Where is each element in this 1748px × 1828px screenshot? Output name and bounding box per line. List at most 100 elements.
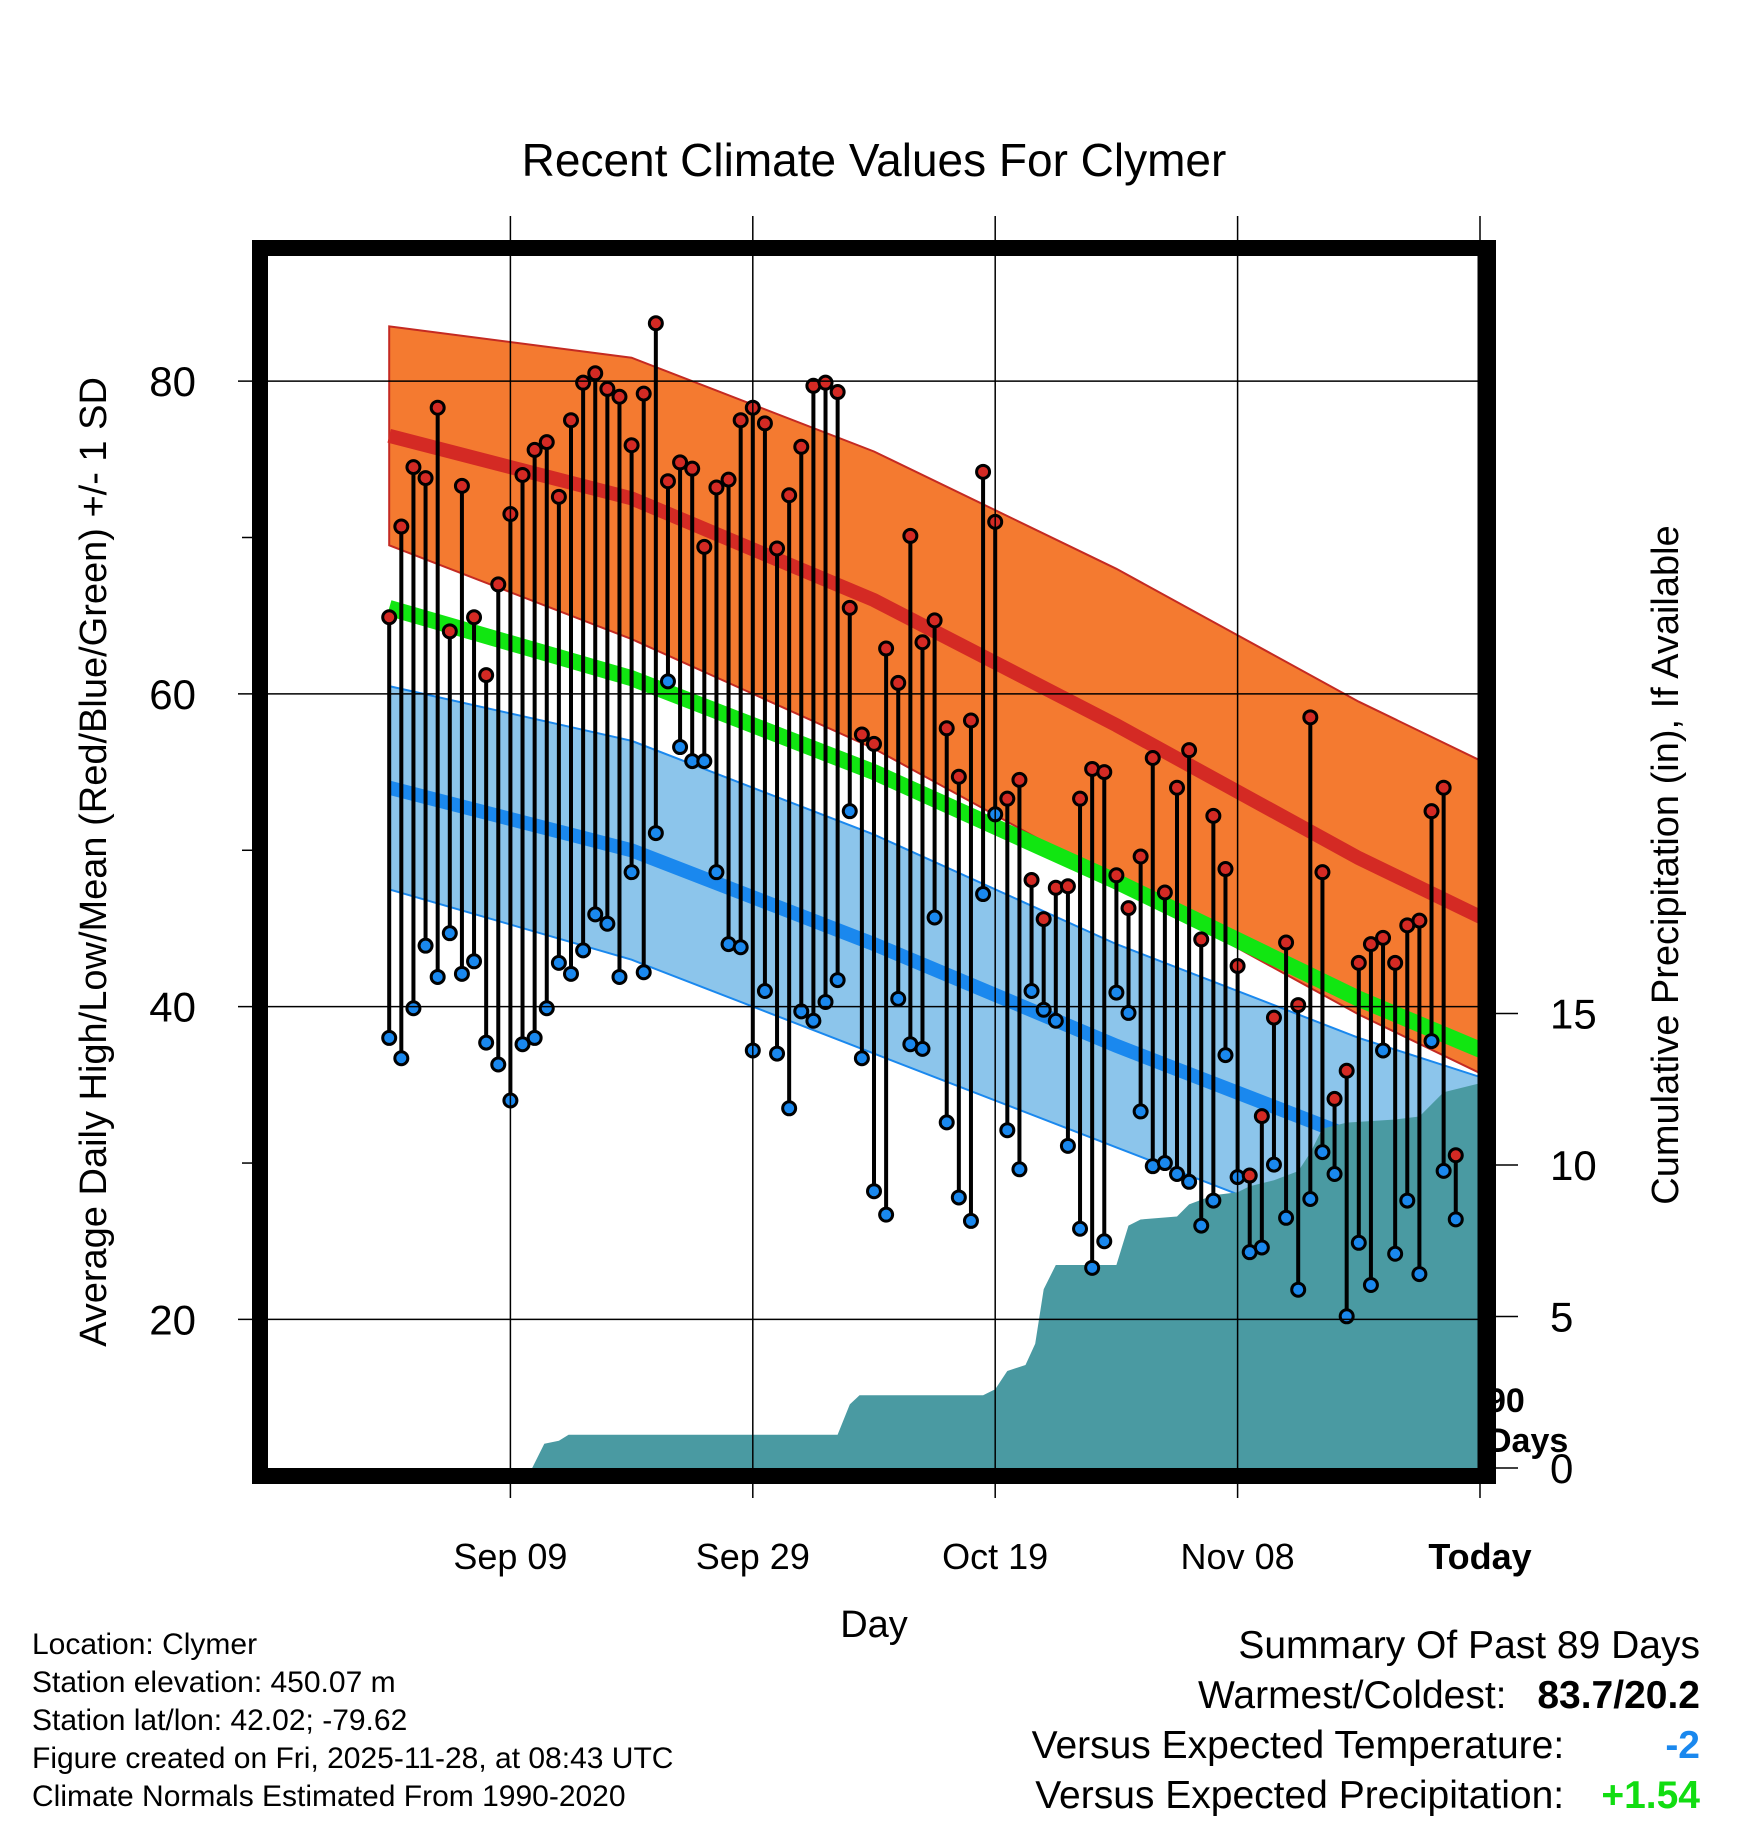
daily-low-point <box>938 1114 955 1131</box>
daily-low-point <box>793 1003 810 1020</box>
daily-low-point <box>1338 1308 1355 1325</box>
daily-high-point <box>890 674 907 691</box>
daily-low-point <box>1108 984 1125 1001</box>
daily-high-point <box>1375 929 1392 946</box>
daily-high-point <box>950 768 967 785</box>
daily-low-point <box>1059 1137 1076 1154</box>
daily-low-point <box>526 1029 543 1046</box>
daily-high-point <box>453 477 470 494</box>
daily-low-point <box>1096 1233 1113 1250</box>
daily-low-point <box>672 739 689 756</box>
daily-low-point <box>1011 1161 1028 1178</box>
daily-high-point <box>623 437 640 454</box>
daily-low-point <box>841 803 858 820</box>
daily-low-point <box>708 864 725 881</box>
daily-low-point <box>381 1029 398 1046</box>
daily-high-point <box>878 640 895 657</box>
daily-high-point <box>1023 871 1040 888</box>
daily-low-point <box>1217 1047 1234 1064</box>
x-tick-label: Sep 29 <box>696 1536 810 1577</box>
summary-warm-cold: Warmest/Coldest: 83.7/20.2 <box>1032 1671 1700 1721</box>
daily-high-point <box>672 454 689 471</box>
daily-low-point <box>441 925 458 942</box>
daily-high-point <box>975 463 992 480</box>
daily-low-point <box>514 1036 531 1053</box>
temp-label: Versus Expected Temperature: <box>1031 1724 1565 1767</box>
x-tick-label: Nov 08 <box>1181 1536 1295 1577</box>
daily-low-point <box>429 968 446 985</box>
daily-high-point <box>1108 867 1125 884</box>
y-tick-label: 80 <box>149 358 196 405</box>
daily-low-point <box>635 964 652 981</box>
daily-low-point <box>1387 1245 1404 1262</box>
daily-low-point <box>975 886 992 903</box>
daily-low-point <box>538 1000 555 1017</box>
daily-low-point <box>890 990 907 1007</box>
daily-low-point <box>950 1189 967 1206</box>
daily-high-point <box>429 399 446 416</box>
daily-low-point <box>611 968 628 985</box>
daily-low-point <box>1423 1033 1440 1050</box>
daily-low-point <box>1362 1277 1379 1294</box>
daily-low-point <box>1375 1042 1392 1059</box>
daily-high-point <box>1423 803 1440 820</box>
daily-low-point <box>1072 1220 1089 1237</box>
daily-low-point <box>829 972 846 989</box>
summary-precip: Versus Expected Precipitation: +1.54 <box>1032 1771 1700 1821</box>
daily-low-point <box>1023 983 1040 1000</box>
daily-high-point <box>1350 954 1367 971</box>
daily-high-point <box>781 487 798 504</box>
warm-cold-value: 83.7/20.2 <box>1537 1674 1700 1717</box>
daily-high-point <box>1290 997 1307 1014</box>
daily-low-point <box>1326 1165 1343 1182</box>
daily-high-point <box>1241 1167 1258 1184</box>
daily-high-point <box>1059 878 1076 895</box>
daily-low-point <box>1047 1012 1064 1029</box>
daily-high-point <box>417 470 434 487</box>
today-days-label: Days <box>1487 1422 1568 1460</box>
warm-cold-label: Warmest/Coldest: <box>1198 1674 1507 1717</box>
daily-high-point <box>769 540 786 557</box>
y2-axis-label: Cumulative Precipitation (in), If Availa… <box>1645 525 1687 1204</box>
temp-value: -2 <box>1665 1724 1700 1767</box>
y-tick-label: 60 <box>149 671 196 718</box>
daily-low-point <box>878 1206 895 1223</box>
daily-low-point <box>853 1050 870 1067</box>
daily-low-point <box>1205 1192 1222 1209</box>
daily-low-point <box>417 937 434 954</box>
daily-high-point <box>793 438 810 455</box>
daily-high-point <box>1411 912 1428 929</box>
daily-high-point <box>1181 742 1198 759</box>
daily-high-point <box>647 315 664 332</box>
daily-low-point <box>647 825 664 842</box>
daily-high-point <box>478 667 495 684</box>
daily-low-point <box>1156 1155 1173 1172</box>
daily-high-point <box>1132 848 1149 865</box>
y2-tick-label: 0 <box>1550 1445 1573 1492</box>
daily-low-point <box>914 1040 931 1057</box>
daily-low-point <box>962 1212 979 1229</box>
daily-high-point <box>914 634 931 651</box>
daily-low-point <box>1253 1239 1270 1256</box>
daily-low-point <box>1181 1173 1198 1190</box>
daily-high-point <box>1011 771 1028 788</box>
daily-low-point <box>769 1045 786 1062</box>
daily-low-point <box>781 1100 798 1117</box>
daily-low-point <box>490 1056 507 1073</box>
x-tick-label: Sep 09 <box>453 1536 567 1577</box>
daily-high-point <box>526 441 543 458</box>
daily-low-point <box>587 906 604 923</box>
daily-low-point <box>999 1122 1016 1139</box>
daily-high-point <box>1193 931 1210 948</box>
daily-low-point <box>805 1012 822 1029</box>
daily-high-point <box>817 374 834 391</box>
daily-low-point <box>1084 1259 1101 1276</box>
daily-high-point <box>659 473 676 490</box>
daily-low-point <box>1290 1281 1307 1298</box>
daily-high-point <box>1253 1108 1270 1125</box>
daily-high-point <box>393 518 410 535</box>
daily-high-point <box>1362 936 1379 953</box>
daily-high-point <box>732 412 749 429</box>
normals-text: Climate Normals Estimated From 1990-2020 <box>32 1780 626 1813</box>
daily-low-point <box>1399 1192 1416 1209</box>
